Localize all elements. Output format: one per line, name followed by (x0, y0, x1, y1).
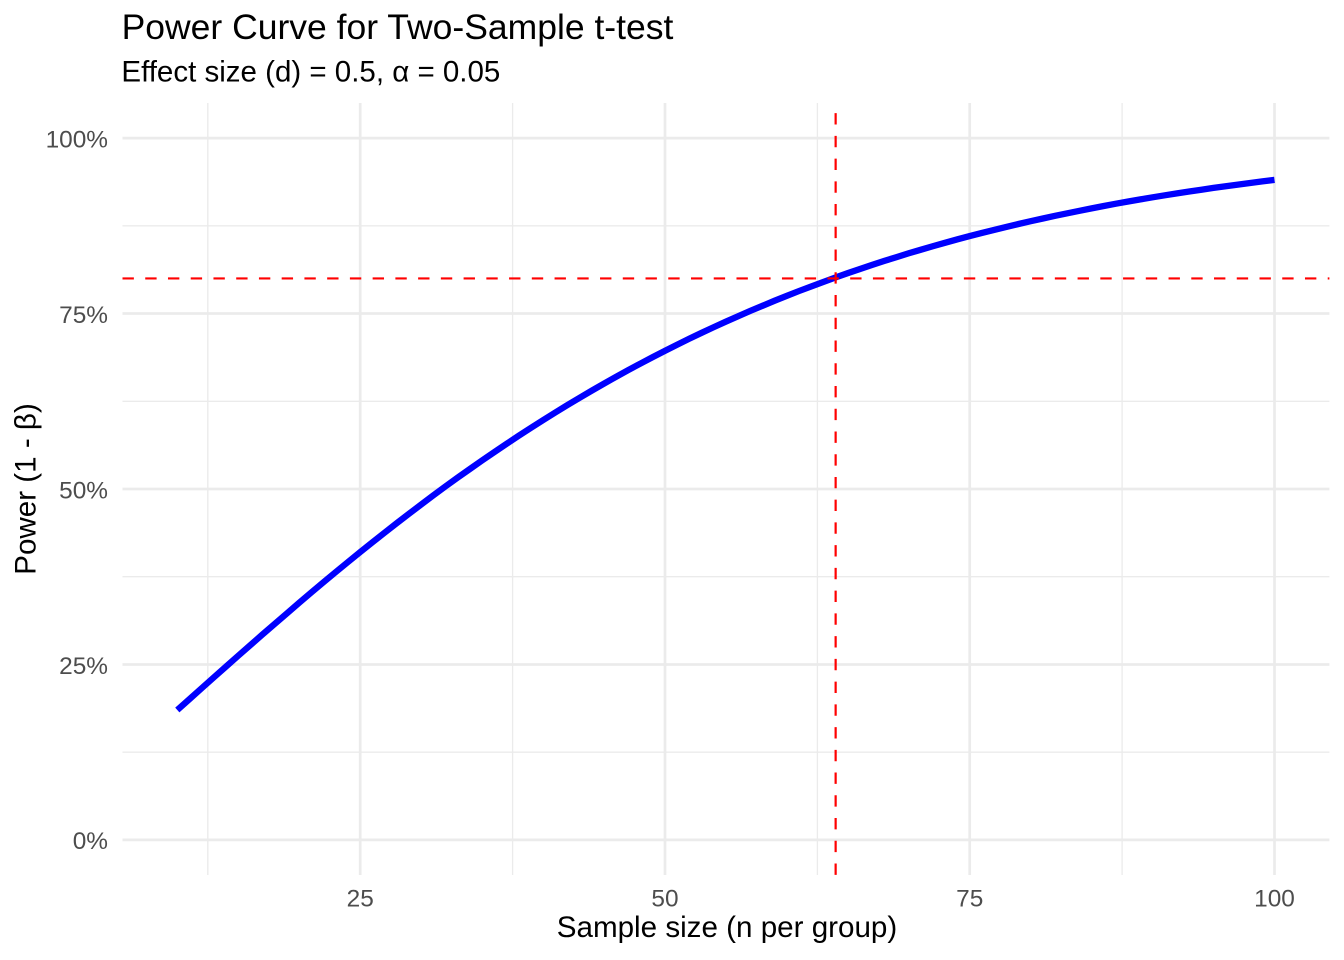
svg-text:75%: 75% (59, 302, 108, 329)
svg-text:50: 50 (651, 886, 678, 913)
svg-text:0%: 0% (73, 828, 108, 855)
svg-text:75: 75 (956, 886, 983, 913)
svg-text:Power Curve for Two-Sample t-t: Power Curve for Two-Sample t-test (122, 7, 674, 47)
svg-text:100%: 100% (46, 126, 108, 153)
svg-text:Sample size (n per group): Sample size (n per group) (557, 911, 898, 944)
svg-text:100: 100 (1254, 886, 1295, 913)
svg-text:Effect size (d) = 0.5, α = 0.0: Effect size (d) = 0.5, α = 0.05 (121, 56, 500, 89)
svg-text:Power (1 - β): Power (1 - β) (10, 403, 43, 575)
svg-text:50%: 50% (59, 477, 108, 504)
svg-text:25: 25 (347, 886, 374, 913)
svg-text:25%: 25% (59, 653, 108, 680)
